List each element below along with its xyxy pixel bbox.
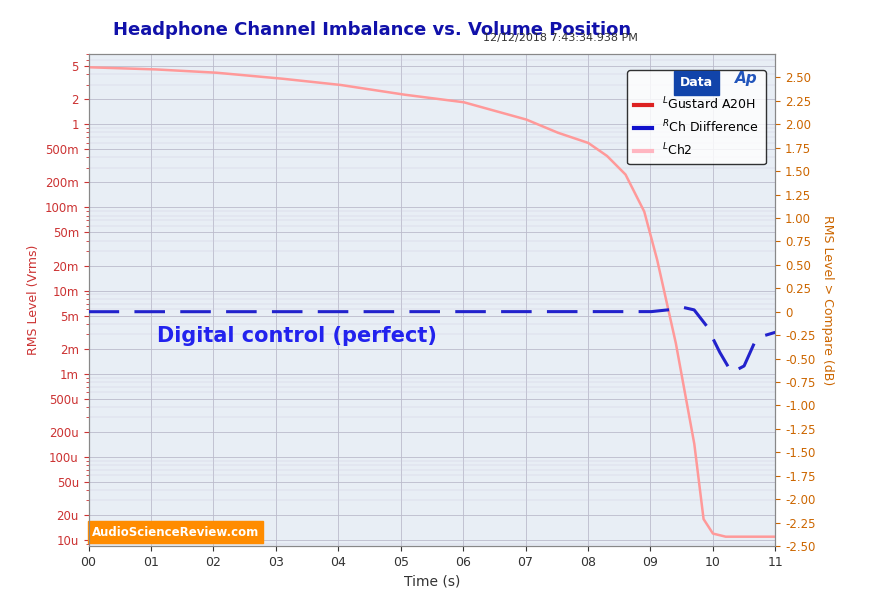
Text: 12/12/2018 7:43:34.938 PM: 12/12/2018 7:43:34.938 PM	[483, 33, 638, 43]
Legend: $^{L}$Gustard A20H, $^{R}$Ch Diifference, $^{L}$Ch2: $^{L}$Gustard A20H, $^{R}$Ch Diifference…	[627, 70, 766, 164]
Text: AudioScienceReview.com: AudioScienceReview.com	[92, 526, 260, 539]
Text: Aр: Aр	[735, 71, 758, 86]
Y-axis label: RMS Level (Vrms): RMS Level (Vrms)	[27, 245, 40, 355]
Text: Digital control (perfect): Digital control (perfect)	[158, 326, 437, 346]
Text: Headphone Channel Imbalance vs. Volume Position: Headphone Channel Imbalance vs. Volume P…	[113, 21, 631, 39]
X-axis label: Time (s): Time (s)	[404, 574, 460, 588]
Y-axis label: RMS Level > Compare (dB): RMS Level > Compare (dB)	[821, 215, 834, 385]
